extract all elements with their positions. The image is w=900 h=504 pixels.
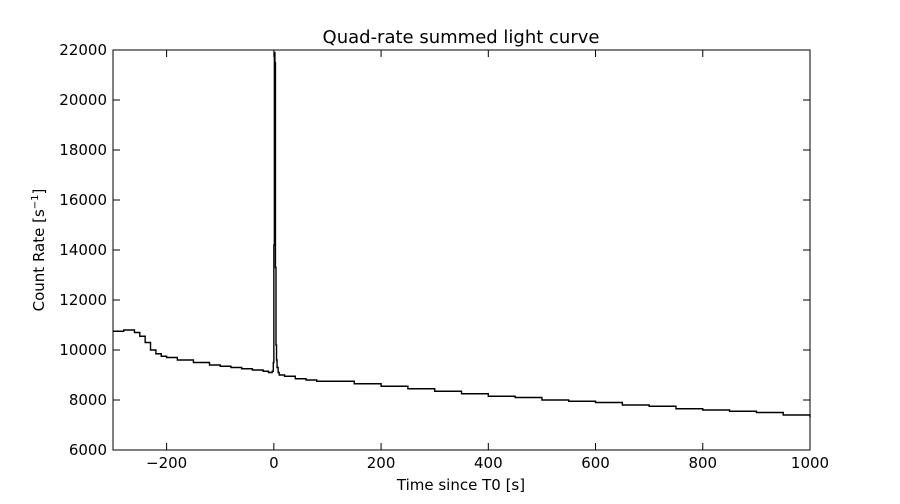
y-tick-label: 20000 xyxy=(59,91,107,109)
x-axis-label: Time since T0 [s] xyxy=(396,476,525,494)
y-tick-label: 18000 xyxy=(59,141,107,159)
x-tick-label: 1000 xyxy=(791,454,829,472)
x-tick-label: 400 xyxy=(474,454,503,472)
chart-title: Quad-rate summed light curve xyxy=(323,27,600,48)
x-tick-label: 600 xyxy=(581,454,610,472)
x-tick-label: 200 xyxy=(367,454,396,472)
y-axis-label-end: ] xyxy=(30,189,48,195)
y-axis-label-superscript: −1 xyxy=(30,194,41,209)
x-tick-label: −200 xyxy=(146,454,187,472)
y-tick-label: 16000 xyxy=(59,191,107,209)
y-axis-ticks: 6000 8000 10000 12000 14000 16000 18000 20000 22… xyxy=(59,41,810,459)
x-axis-ticks: −200 0 200 400 600 800 1000 xyxy=(146,50,829,472)
y-tick-label: 8000 xyxy=(69,391,107,409)
series-line-0 xyxy=(113,51,811,418)
y-tick-label: 10000 xyxy=(59,341,107,359)
x-tick-label: 800 xyxy=(688,454,717,472)
y-axis-label: Count Rate [s−1] xyxy=(30,189,48,312)
y-tick-label: 6000 xyxy=(69,441,107,459)
y-tick-label: 22000 xyxy=(59,41,107,59)
y-axis-label-main: Count Rate [s xyxy=(30,209,48,311)
y-tick-label: 14000 xyxy=(59,241,107,259)
x-tick-label: 0 xyxy=(269,454,279,472)
y-tick-label: 12000 xyxy=(59,291,107,309)
